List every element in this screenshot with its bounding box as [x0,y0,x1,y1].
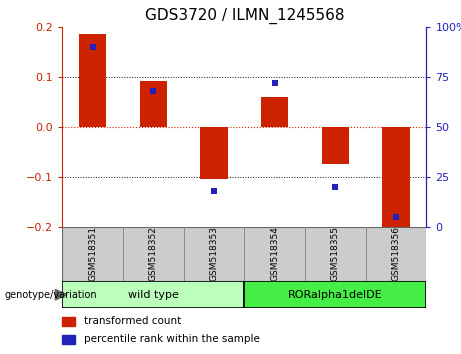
Bar [62,335,75,343]
Bar [244,281,426,308]
Text: GSM518351: GSM518351 [88,227,97,281]
Bar [261,97,288,127]
Bar [201,127,228,179]
Point [271,80,278,85]
Bar [62,317,75,326]
Text: GSM518352: GSM518352 [149,227,158,281]
Point [210,188,218,193]
Text: wild type: wild type [128,290,179,300]
Text: GSM518356: GSM518356 [391,227,401,281]
Point [149,88,157,93]
Title: GDS3720 / ILMN_1245568: GDS3720 / ILMN_1245568 [145,7,344,24]
Point [332,184,339,189]
Text: percentile rank within the sample: percentile rank within the sample [84,334,260,344]
Text: RORalpha1delDE: RORalpha1delDE [288,290,383,300]
Text: transformed count: transformed count [84,316,181,326]
Bar [383,127,410,229]
Point [392,214,400,219]
Point [89,44,96,50]
Text: genotype/variation: genotype/variation [5,290,97,300]
Bar [79,34,106,127]
Text: GSM518353: GSM518353 [209,227,219,281]
Bar [322,127,349,164]
Text: GSM518355: GSM518355 [331,227,340,281]
Text: GSM518354: GSM518354 [270,227,279,281]
Bar [62,281,244,308]
Bar [140,81,167,127]
